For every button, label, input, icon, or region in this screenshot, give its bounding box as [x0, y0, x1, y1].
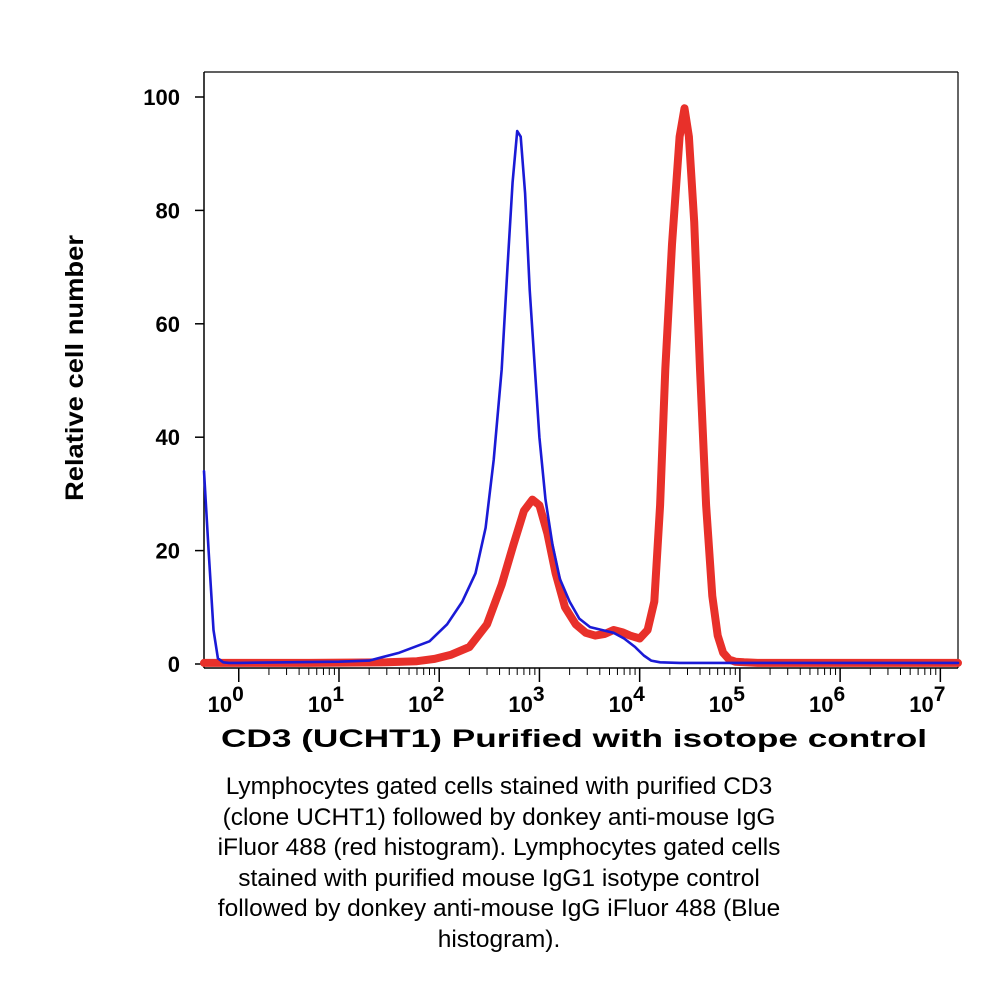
y-tick-label: 40 [156, 425, 180, 450]
blue-histogram-line [202, 129, 960, 665]
caption-line: (clone UCHT1) followed by donkey anti-mo… [222, 803, 776, 831]
y-tick-label: 20 [156, 539, 180, 564]
y-tick-label: 100 [143, 85, 180, 110]
x-tick-label: 100 [208, 683, 244, 717]
red-histogram-line [200, 104, 962, 667]
x-tick-label: 101 [308, 683, 344, 717]
x-axis-title: CD3 (UCHT1) Purified with isotope contro… [221, 725, 927, 753]
x-axis-ticks: 100 101 102 103 104 105 106 107 [208, 668, 945, 717]
caption-line: stained with purified mouse IgG1 isotype… [238, 864, 760, 892]
caption-line: Lymphocytes gated cells stained with pur… [225, 773, 773, 800]
x-tick-label: 107 [909, 683, 945, 717]
histogram-series [200, 104, 962, 667]
y-axis-ticks: 0 20 40 60 80 100 [143, 85, 204, 677]
x-tick-label: 103 [508, 683, 544, 717]
y-axis-title: Relative cell number [61, 235, 89, 501]
x-tick-label: 106 [809, 683, 845, 717]
y-tick-label: 80 [156, 198, 180, 223]
caption-line: histogram). [437, 925, 561, 953]
figure-caption: Lymphocytes gated cells stained with pur… [40, 772, 958, 955]
x-tick-label: 104 [609, 683, 645, 717]
caption-line: followed by donkey anti-mouse IgG iFluor… [217, 895, 781, 922]
x-tick-label: 102 [408, 683, 444, 717]
x-tick-label: 105 [709, 683, 745, 717]
y-tick-label: 60 [156, 312, 180, 337]
y-tick-label: 0 [168, 652, 180, 677]
caption-line: iFluor 488 (red histogram). Lymphocytes … [217, 834, 781, 861]
